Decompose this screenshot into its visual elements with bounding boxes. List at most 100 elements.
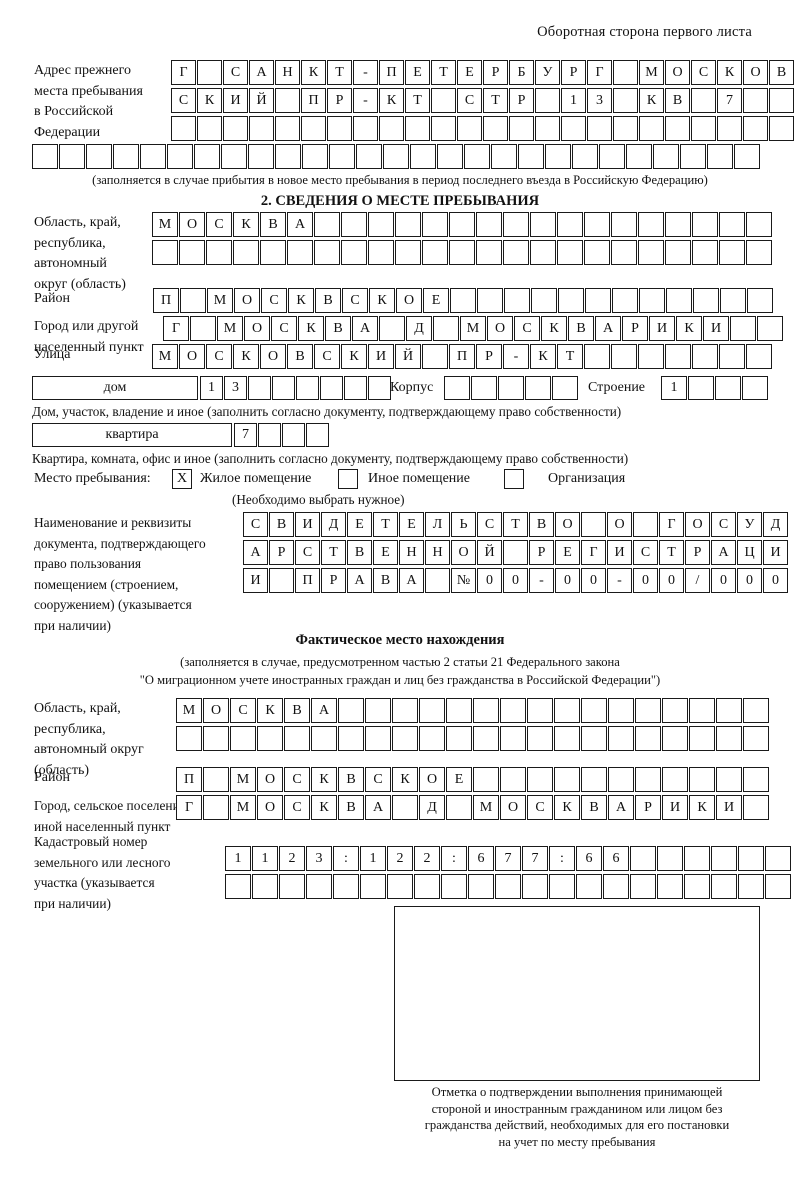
prev-address-r3-cell-21[interactable] [691,116,716,141]
al-cadastral-r2-cell-2[interactable] [252,874,278,899]
s2-region-r2-cell-5[interactable] [260,240,286,265]
s2-doc-r2-cell-14[interactable]: Г [581,540,606,565]
prev-address-r3-cell-24[interactable] [769,116,794,141]
s2-city-cell-5[interactable]: С [271,316,297,341]
s2-region-r2-cell-7[interactable] [314,240,340,265]
prev-address-r4-cell-2[interactable] [59,144,85,169]
prev-address-r2-cell-13[interactable]: Т [483,88,508,113]
al-cadastral-r1-cell-12[interactable]: 7 [522,846,548,871]
prev-address-r1-cell-21[interactable]: С [691,60,716,85]
s2-doc-r3-cell-20[interactable]: 0 [737,568,762,593]
prev-address-r4-cell-12[interactable] [329,144,355,169]
s2-flat-cell-1[interactable]: 7 [234,423,257,447]
prev-address-r2-cell-23[interactable] [743,88,768,113]
s2-region-r1-cell-18[interactable] [611,212,637,237]
prev-address-r2-cell-19[interactable]: К [639,88,664,113]
s2-doc-r3-cell-2[interactable] [269,568,294,593]
s2-doc-r3-cell-6[interactable]: В [373,568,398,593]
s2-region-r2-cell-2[interactable] [179,240,205,265]
s2-doc-r1-cell-12[interactable]: В [529,512,554,537]
s2-house-cell-7[interactable] [344,376,367,400]
al-cadastral-r2-cell-18[interactable] [684,874,710,899]
s2-doc-r2-cell-6[interactable]: Е [373,540,398,565]
s2-doc-r1-cell-7[interactable]: Е [399,512,424,537]
prev-address-r1-cell-12[interactable]: Е [457,60,482,85]
s2-district-cell-10[interactable]: О [396,288,422,313]
prev-address-r2-cell-14[interactable]: Р [509,88,534,113]
prev-address-r4-cell-27[interactable] [734,144,760,169]
s2-doc-r2-cell-20[interactable]: Ц [737,540,762,565]
prev-address-row-4[interactable] [32,144,760,169]
prev-address-r1-cell-5[interactable]: Н [275,60,300,85]
s2-district-cell-3[interactable]: М [207,288,233,313]
al-region-r1-cell-22[interactable] [743,698,769,723]
s2-district-cell-9[interactable]: К [369,288,395,313]
s2-street-cell-21[interactable] [692,344,718,369]
prev-address-r1-cell-17[interactable]: Г [587,60,612,85]
prev-address-r4-cell-4[interactable] [113,144,139,169]
s2-doc-r2-cell-4[interactable]: Т [321,540,346,565]
s2-doc-r2-cell-8[interactable]: Н [425,540,450,565]
s2-korpus-cell-4[interactable] [525,376,551,400]
prev-address-r1-cell-16[interactable]: Р [561,60,586,85]
prev-address-r3-cell-6[interactable] [301,116,326,141]
prev-address-r2-cell-21[interactable] [691,88,716,113]
prev-address-r1-cell-18[interactable] [613,60,638,85]
al-district-cell-7[interactable]: В [338,767,364,792]
al-district-cell-22[interactable] [743,767,769,792]
s2-doc-r3-cell-11[interactable]: 0 [503,568,528,593]
document-row-3[interactable]: И П Р А В А № 0 0-0 0-0 0/0 0 0 [243,568,788,593]
al-city-cell-15[interactable]: К [554,795,580,820]
s2-house-cell-3[interactable] [248,376,271,400]
s2-city-cell-1[interactable]: Г [163,316,189,341]
al-cadastral-r2-cell-20[interactable] [738,874,764,899]
prev-address-r1-cell-22[interactable]: К [717,60,742,85]
prev-address-r2-cell-5[interactable] [275,88,300,113]
al-cadastral-r2-cell-1[interactable] [225,874,251,899]
s2-region-r1-cell-19[interactable] [638,212,664,237]
al-region-r2-cell-12[interactable] [473,726,499,751]
al-region-r1-cell-6[interactable]: А [311,698,337,723]
s2-district-cell-1[interactable]: П [153,288,179,313]
s2-city-cell-12[interactable]: М [460,316,486,341]
s2-city-cell-10[interactable]: Д [406,316,432,341]
s2-region-r2-cell-12[interactable] [449,240,475,265]
prev-address-r4-cell-6[interactable] [167,144,193,169]
al-district-cell-8[interactable]: С [365,767,391,792]
prev-address-r2-cell-1[interactable]: С [171,88,196,113]
s2-region-r2-cell-23[interactable] [746,240,772,265]
s2-city-cell-15[interactable]: К [541,316,567,341]
al-region-r1-cell-13[interactable] [500,698,526,723]
s2-house-cell-1[interactable]: 1 [200,376,223,400]
s2-doc-r2-cell-7[interactable]: Н [399,540,424,565]
al-cadastral-r2-cell-19[interactable] [711,874,737,899]
korpus-row[interactable] [444,376,578,400]
al-district-cell-19[interactable] [662,767,688,792]
s2-city-cell-3[interactable]: М [217,316,243,341]
s2-street-cell-3[interactable]: С [206,344,232,369]
al-district-cell-10[interactable]: О [419,767,445,792]
s2-house-cell-8[interactable] [368,376,391,400]
s2-district-cell-22[interactable] [720,288,746,313]
prev-address-r2-cell-11[interactable] [431,88,456,113]
al-cadastral-r2-cell-6[interactable] [360,874,386,899]
prev-address-r1-cell-15[interactable]: У [535,60,560,85]
s2-region-r1-cell-5[interactable]: В [260,212,286,237]
s2-doc-r3-cell-7[interactable]: А [399,568,424,593]
s2-doc-r3-cell-15[interactable]: - [607,568,632,593]
s2-street-cell-19[interactable] [638,344,664,369]
s2-city-cell-23[interactable] [757,316,783,341]
al-cadastral-r1-cell-10[interactable]: 6 [468,846,494,871]
s2-doc-r1-cell-20[interactable]: У [737,512,762,537]
s2-doc-r3-cell-21[interactable]: 0 [763,568,788,593]
s2-doc-r3-cell-19[interactable]: 0 [711,568,736,593]
s2-doc-r3-cell-9[interactable]: № [451,568,476,593]
s2-doc-r1-cell-13[interactable]: О [555,512,580,537]
al-cadastral-r2-cell-15[interactable] [603,874,629,899]
s2-street-cell-7[interactable]: С [314,344,340,369]
al-city-cell-14[interactable]: С [527,795,553,820]
prev-address-r3-cell-12[interactable] [457,116,482,141]
al-region-r2-cell-1[interactable] [176,726,202,751]
s2-doc-r2-cell-13[interactable]: Е [555,540,580,565]
